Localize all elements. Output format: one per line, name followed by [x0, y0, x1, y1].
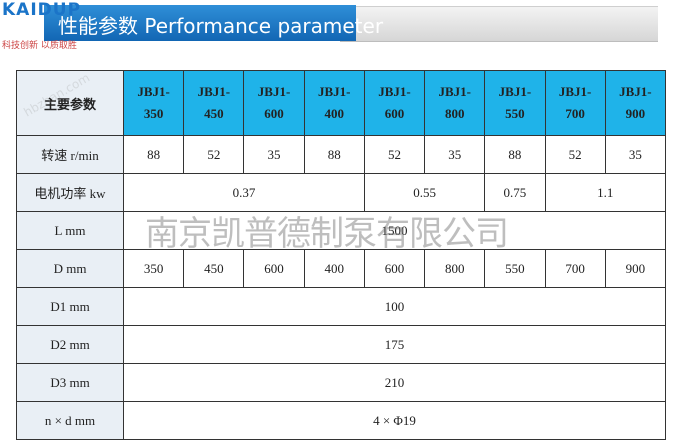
row-label: D1 mm — [16, 287, 124, 326]
row: 转速 r/min 88 52 35 88 52 35 88 52 35 — [16, 135, 667, 174]
cell: 175 — [123, 325, 666, 364]
cell: 450 — [183, 249, 245, 288]
row-label: D2 mm — [16, 325, 124, 364]
cell: 52 — [183, 135, 245, 174]
cell: 88 — [303, 135, 365, 174]
cell: 400 — [303, 249, 365, 288]
header-cell: JBJ1-600 — [363, 70, 426, 136]
cell: 4 × Φ19 — [123, 401, 666, 440]
row-label: L mm — [16, 211, 124, 250]
section-title: 性能参数 Performance parameter — [58, 14, 384, 38]
watermark: 南京凯普德制泵有限公司 — [145, 214, 509, 254]
cell: 900 — [604, 249, 667, 288]
row: n × d mm 4 × Φ19 — [16, 401, 666, 440]
cell: 52 — [363, 135, 426, 174]
header-cell: JBJ1-700 — [544, 70, 606, 136]
cell: 600 — [243, 249, 305, 288]
row-label: D3 mm — [16, 363, 124, 402]
header-cell: JBJ1-350 — [122, 70, 185, 136]
header-blue — [44, 5, 356, 41]
cell: 35 — [243, 135, 305, 174]
header-cell: 主要参数 — [16, 70, 124, 136]
header-cell: JBJ1-800 — [424, 70, 486, 136]
cell: 88 — [122, 135, 185, 174]
cell: 1500 — [123, 211, 666, 250]
cell: 700 — [544, 249, 606, 288]
tagline: 科技创新 以质取胜 — [2, 41, 77, 51]
cell: 800 — [424, 249, 486, 288]
row: L mm 1500 — [16, 211, 666, 250]
header-row: 主要参数 JBJ1-350 JBJ1-450 JBJ1-600 JBJ1-400… — [16, 70, 667, 136]
row-label: n × d mm — [16, 401, 124, 440]
row: D1 mm 100 — [16, 287, 666, 326]
cell: 88 — [484, 135, 546, 174]
row-label: 转速 r/min — [16, 135, 124, 174]
cell: 350 — [122, 249, 185, 288]
logo: KAIDUP — [2, 0, 82, 20]
row: D2 mm 175 — [16, 325, 666, 364]
header-cell: JBJ1-550 — [484, 70, 546, 136]
header-cell: JBJ1-450 — [183, 70, 245, 136]
header-cell: JBJ1-900 — [604, 70, 667, 136]
row-label: 电机功率 kw — [16, 173, 124, 212]
header-cell: JBJ1-400 — [303, 70, 365, 136]
row: D mm 350 450 600 400 600 800 550 700 900 — [16, 249, 667, 288]
header-cell: JBJ1-600 — [243, 70, 305, 136]
cell: 52 — [544, 135, 606, 174]
row-label: D mm — [16, 249, 124, 288]
row: 电机功率 kw 0.37 0.55 0.75 1.1 — [16, 173, 667, 212]
cell: 0.55 — [363, 173, 486, 212]
cell: 600 — [363, 249, 426, 288]
cell: 35 — [424, 135, 486, 174]
row: D3 mm 210 — [16, 363, 666, 402]
parameter-table: 主要参数 JBJ1-350 JBJ1-450 JBJ1-600 JBJ1-400… — [16, 70, 667, 440]
cell: 100 — [123, 287, 666, 326]
cell: 1.1 — [544, 173, 667, 212]
cell: 550 — [484, 249, 546, 288]
cell: 210 — [123, 363, 666, 402]
cell: 35 — [604, 135, 667, 174]
header-bar — [340, 6, 658, 42]
